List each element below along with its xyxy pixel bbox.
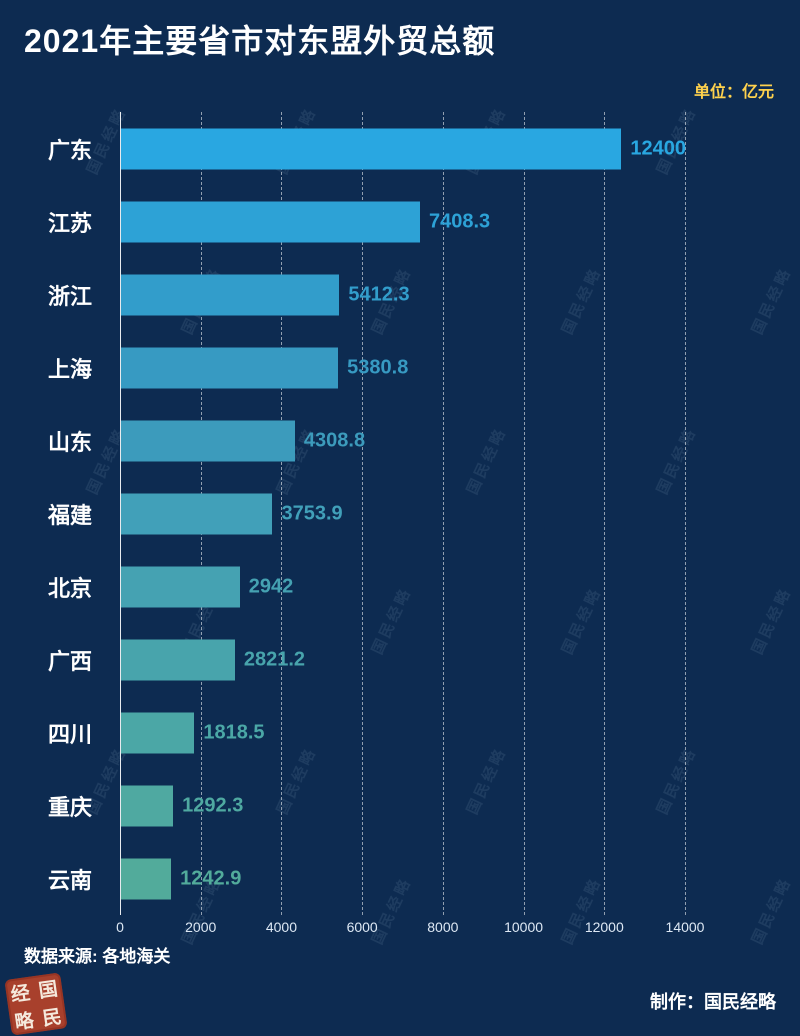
bar [121,201,420,242]
category-label: 福建 [48,502,93,528]
value-label: 12400 [630,137,687,159]
bar-row: 江苏 7408.3 [0,185,800,258]
value-label: 2942 [248,575,294,597]
y-axis-line [120,112,121,915]
x-tick-label: 14000 [665,919,705,935]
value-label: 7408.3 [428,210,491,232]
gridline [442,112,444,915]
bar [121,347,339,388]
page-title: 2021年主要省市对东盟外贸总额 [24,23,496,59]
category-label: 重庆 [48,794,93,820]
x-axis: 0 2000 4000 6000 8000 10000 12000 14000 [0,919,800,941]
bar-row: 四川 1818.5 [0,696,800,769]
value-label: 2821.2 [243,648,306,670]
seal-character: 经 [9,982,32,1006]
unit-label: 单位：亿元 [693,84,774,101]
category-label: 云南 [48,867,93,893]
gridline [604,112,606,915]
publisher-seal-logo: 经国略民 [4,972,68,1036]
gridline [685,112,686,915]
x-tick-label: 8000 [427,919,459,935]
seal-character: 国 [37,978,60,1002]
bar [121,128,622,169]
x-tick-label: 0 [116,919,124,935]
data-source-label: 数据来源: 各地海关 [24,947,171,966]
category-label: 山东 [48,429,93,455]
bar [121,493,273,534]
value-label: 4308.8 [303,429,366,451]
bar [121,712,195,753]
bar [121,858,172,899]
category-label: 上海 [48,356,93,382]
category-label: 广东 [48,137,93,163]
value-label: 3753.9 [281,502,343,524]
x-tick-label: 2000 [185,919,217,935]
gridline [523,112,525,915]
credit-label: 制作：国民经略 [650,992,776,1012]
x-tick-label: 6000 [346,919,378,935]
category-label: 江苏 [48,210,93,236]
bar [121,639,235,680]
bar-row: 浙江 5412.3 [0,258,800,331]
category-label: 四川 [48,721,93,747]
x-tick-label: 4000 [265,919,297,935]
value-label: 5412.3 [348,283,410,305]
bar-row: 山东 4308.8 [0,404,800,477]
category-label: 广西 [48,648,93,674]
bar-row: 上海 5380.8 [0,331,800,404]
value-label: 1242.9 [180,867,242,889]
category-label: 浙江 [48,283,93,309]
bar-rows: 广东 12400 江苏 7408.3 浙江 5412.3 上海 5380.8 山东 4308.8 福… [0,112,800,915]
seal-character: 民 [41,1006,63,1030]
bar [121,785,174,826]
bar-row: 广东 12400 [0,112,800,185]
bar [121,566,240,607]
bar [121,420,295,461]
bar-row: 重庆 1292.3 [0,769,800,842]
bar-row: 北京 2942 [0,550,800,623]
value-label: 1292.3 [182,794,244,816]
bar-row: 广西 2821.2 [0,623,800,696]
x-tick-label: 10000 [504,919,544,935]
gridline [362,112,364,915]
bar-chart: 广东 12400 江苏 7408.3 浙江 5412.3 上海 5380.8 山东 4308.8 福… [0,112,800,915]
value-label: 1818.5 [203,721,265,743]
seal-character: 略 [13,1010,36,1034]
bar-row: 福建 3753.9 [0,477,800,550]
x-tick-label: 12000 [584,919,624,935]
bar-row: 云南 1242.9 [0,842,800,915]
category-label: 北京 [48,575,93,601]
value-label: 5380.8 [347,356,409,378]
gridline [281,112,283,915]
bar [121,274,340,315]
